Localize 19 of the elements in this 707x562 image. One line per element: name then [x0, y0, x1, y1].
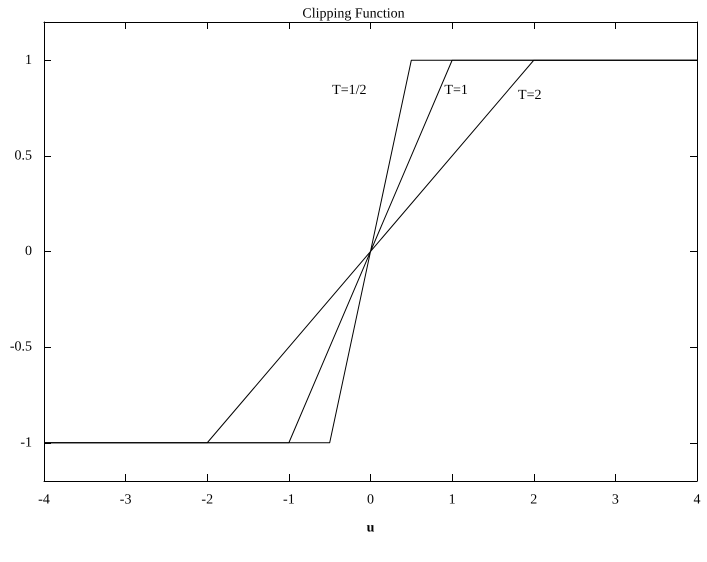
- x-axis-title: u: [366, 520, 375, 536]
- y-tick-label: 0.5: [14, 148, 32, 164]
- y-tick-label: 1: [25, 52, 32, 68]
- series-label: T=1: [444, 82, 468, 98]
- y-tick-label: 0: [25, 244, 32, 259]
- x-tick-label: 4: [694, 492, 700, 508]
- x-tick-label: -2: [201, 492, 214, 508]
- x-tick-label: 2: [530, 492, 538, 508]
- y-tick-label: -0.5: [10, 340, 32, 355]
- x-tick-label: -4: [38, 492, 50, 508]
- x-tick-label: 1: [448, 492, 456, 508]
- series-label: T=2: [518, 88, 542, 103]
- text: T=1/2: [332, 82, 366, 98]
- x-tick-label: 3: [612, 492, 619, 508]
- x-tick-label: -1: [283, 492, 295, 508]
- chart-title: Clipping Function: [302, 6, 405, 22]
- x-tick-label: 0: [367, 492, 374, 508]
- x-tick-label: -3: [120, 492, 132, 508]
- y-tick-label: -1: [20, 435, 32, 450]
